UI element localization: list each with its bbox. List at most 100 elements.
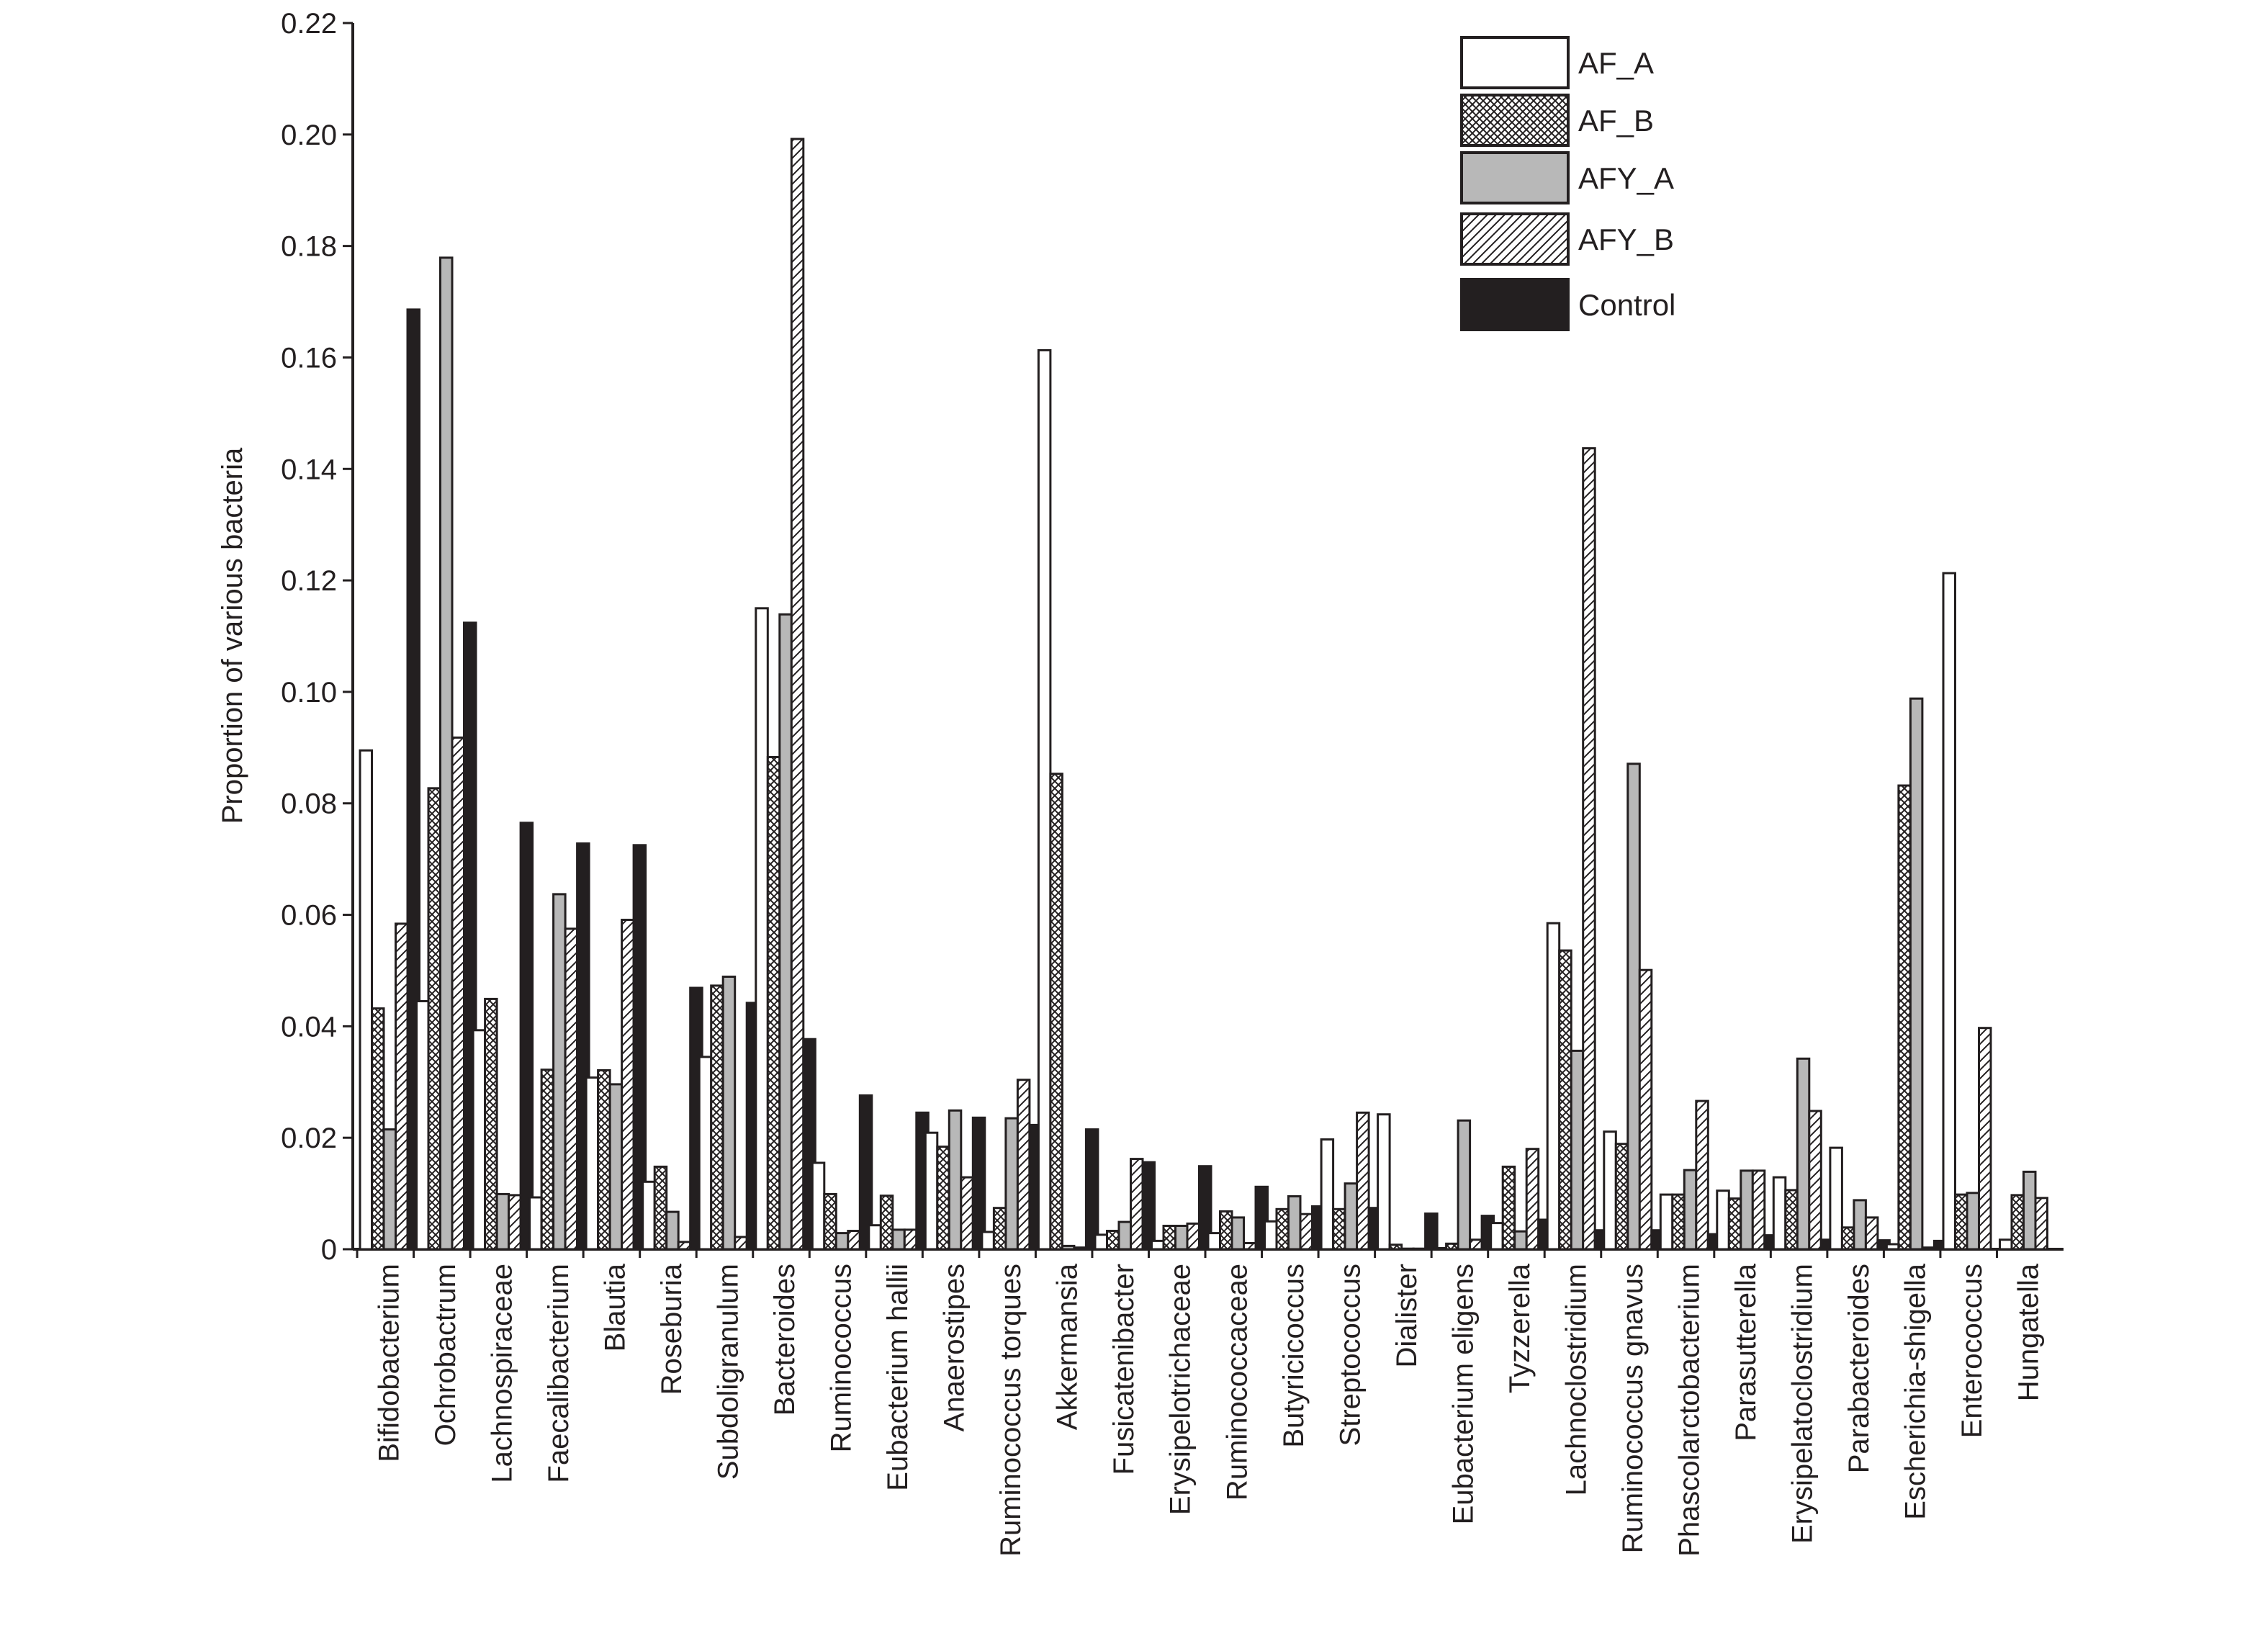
bar-af-a	[1264, 1220, 1278, 1251]
legend-swatch-control	[1460, 278, 1570, 331]
bar-afy-b	[1243, 1242, 1257, 1251]
bar-afy-a	[1966, 1192, 1980, 1251]
bar-af-b	[879, 1195, 894, 1251]
bar-af-a	[1094, 1233, 1108, 1251]
bar-afy-b	[847, 1230, 861, 1251]
bar-af-a	[415, 1000, 430, 1251]
bar-af-b	[2010, 1194, 2025, 1251]
legend: AF_A AF_B AFY_A AFY_B Control	[1460, 36, 1675, 331]
bar-af-a	[1151, 1239, 1165, 1251]
legend-swatch-afy-b	[1460, 212, 1570, 266]
legend-label: AFY_A	[1578, 161, 1674, 195]
bar-afy-a	[891, 1228, 906, 1251]
bar-afy-b	[1016, 1079, 1031, 1251]
x-axis-tick-labels: Bifidobacterium Ochrobactrum Lachnospirace…	[356, 1249, 2045, 1557]
bar-afy-a	[1174, 1225, 1189, 1251]
bar-af-b	[823, 1192, 837, 1251]
x-tick-label: Eubacterium eligens	[1447, 1264, 1479, 1524]
bar-afy-a	[1513, 1230, 1528, 1251]
y-axis-ticks: 0 0.02 0.04 0.06 0.08 0.10 0.12 0.14 0.16 0.18 0.2…	[281, 8, 353, 1266]
bar-afy-a	[1457, 1119, 1472, 1251]
x-tick-label: Butyricicoccus	[1278, 1264, 1310, 1448]
bar-af-a	[1207, 1232, 1221, 1251]
y-tick-label: 0.08	[281, 788, 337, 820]
bar-afy-a	[1004, 1117, 1019, 1251]
bar-af-a	[642, 1180, 656, 1251]
bar-afy-a	[1740, 1169, 1754, 1251]
bar-af-a	[1829, 1146, 1843, 1251]
bar-af-a	[1320, 1138, 1335, 1251]
x-tick-label: Faecalibacterium	[543, 1264, 575, 1483]
bar-afy-b	[1864, 1216, 1879, 1251]
bar-af-a	[1716, 1189, 1730, 1251]
x-tick-label: Erysipelotrichaceae	[1165, 1264, 1197, 1515]
bar-af-a	[1490, 1222, 1504, 1251]
bar-af-a	[1659, 1193, 1674, 1251]
bar-af-b	[540, 1069, 555, 1251]
bar-af-a	[1603, 1130, 1617, 1251]
bar-af-b	[1219, 1210, 1233, 1251]
x-tick-label: Parasutterella	[1730, 1263, 1762, 1441]
x-tick-label: Subdoligranulum	[713, 1264, 744, 1480]
bar-afy-a	[495, 1192, 510, 1251]
bar-afy-a	[721, 976, 737, 1251]
x-tick-label: Blautia	[599, 1263, 631, 1351]
bar-af-b	[653, 1165, 668, 1251]
bar-af-a	[1433, 1247, 1448, 1251]
bar-control	[1424, 1213, 1439, 1251]
y-tick-label: 0.22	[281, 8, 337, 40]
y-tick-label: 0.02	[281, 1123, 337, 1154]
bar-afy-b	[2034, 1197, 2048, 1251]
bar-af-b	[597, 1069, 611, 1251]
y-tick-label: 0.20	[281, 120, 337, 151]
bar-afy-a	[1570, 1049, 1585, 1251]
bar-afy-a	[439, 256, 454, 1251]
bar-afy-b	[1469, 1238, 1483, 1251]
bar-afy-a	[1853, 1199, 1867, 1251]
bar-af-a	[1772, 1176, 1787, 1251]
bar-afy-b	[1695, 1099, 1709, 1251]
bar-af-a	[698, 1056, 713, 1251]
bar-af-a	[755, 607, 769, 1251]
bar-afy-a	[948, 1109, 963, 1251]
bar-afy-b	[1525, 1148, 1540, 1251]
bar-afy-b	[395, 922, 409, 1251]
bar-control	[519, 822, 534, 1251]
bar-control	[1084, 1128, 1099, 1251]
x-tick-label: Tyzzerella	[1504, 1263, 1536, 1393]
bar-af-b	[1727, 1197, 1742, 1251]
bar-af-a	[1999, 1238, 2013, 1251]
x-tick-label: Phascolarctobacterium	[1674, 1264, 1706, 1557]
bar-af-a	[528, 1196, 543, 1251]
bar-afy-b	[1808, 1110, 1822, 1251]
bar-afy-a	[1117, 1220, 1132, 1251]
bar-af-b	[1445, 1242, 1459, 1251]
bar-af-b	[1671, 1193, 1686, 1251]
bar-af-b	[1558, 949, 1572, 1251]
x-tick-label: Erysipelatoclostridium	[1787, 1264, 1819, 1544]
bar-afy-a	[1344, 1182, 1359, 1251]
bar-af-b	[427, 787, 441, 1251]
y-tick-label: 0.14	[281, 454, 337, 485]
bar-afy-b	[1130, 1158, 1144, 1251]
legend-label: AFY_B	[1578, 222, 1674, 256]
bar-af-a	[1377, 1113, 1391, 1251]
bar-af-b	[1162, 1225, 1176, 1251]
x-tick-label: Ochrobactrum	[430, 1264, 462, 1446]
x-tick-label: Enterococcus	[1956, 1264, 1988, 1438]
bar-afy-b	[1299, 1213, 1313, 1251]
bar-afy-a	[665, 1210, 680, 1251]
bar-af-b	[992, 1207, 1007, 1251]
x-tick-label: Lachnoclostridium	[1561, 1264, 1593, 1495]
x-tick-label: Fusicatenibacter	[1108, 1264, 1140, 1475]
y-tick-label: 0.10	[281, 677, 337, 708]
x-tick-label: Escherichia-shigella	[1900, 1263, 1932, 1519]
bar-afy-a	[1683, 1169, 1698, 1251]
bar-afy-b	[1356, 1111, 1370, 1251]
bar-af-b	[1840, 1226, 1855, 1251]
bar-afy-b	[960, 1176, 974, 1251]
y-tick-label: 0.04	[281, 1011, 337, 1043]
bar-af-b	[1275, 1207, 1290, 1251]
bar-af-a	[1942, 572, 1956, 1251]
y-tick-label: 0.12	[281, 565, 337, 597]
